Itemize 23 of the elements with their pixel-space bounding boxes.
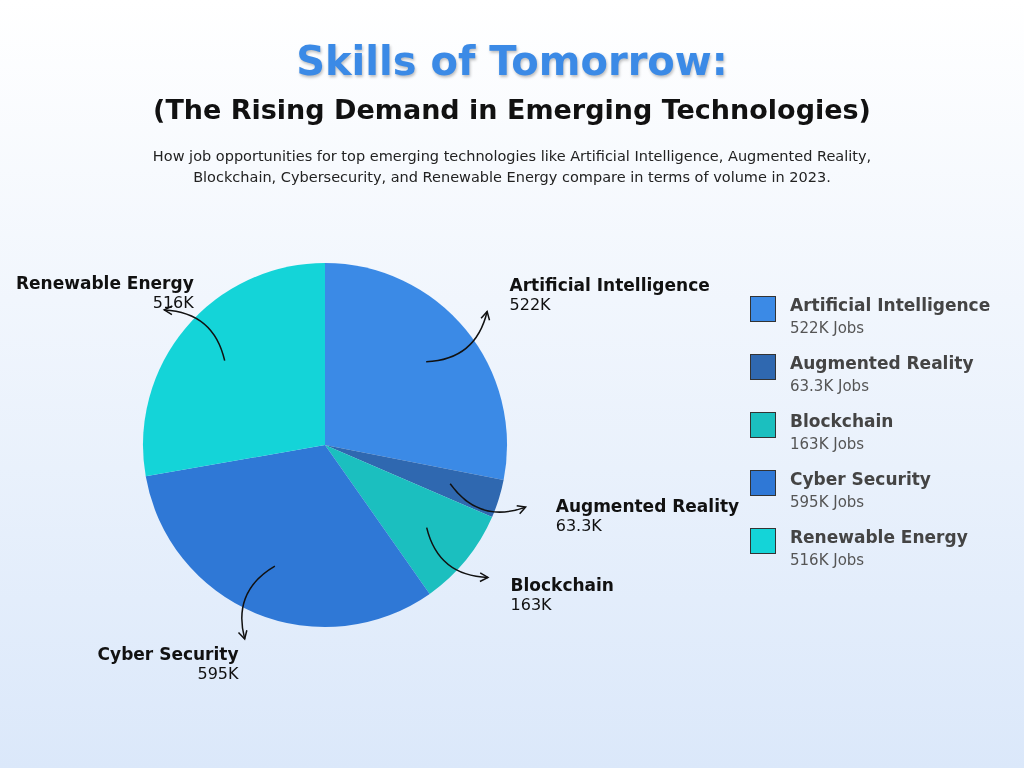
slice-label: Artificial Intelligence [509,274,710,295]
slice-label: Blockchain [510,574,614,595]
data-label: 595K [197,664,239,684]
data-label: 516K [152,293,194,312]
text: 522K Jobs [790,319,866,337]
legend-label: Cyber Security [790,469,931,489]
legend-label: Blockchain [790,411,894,431]
text: 595K Jobs [790,493,866,511]
legend-label: Renewable Energy [790,527,968,547]
text: 63.3K Jobs [790,377,870,395]
data-label: 163K [510,594,552,614]
slice-label: Augmented Reality [555,495,740,516]
data-label: 63.3K [555,515,602,535]
legend-label: Augmented Reality [790,353,974,373]
text: 516K Jobs [790,551,866,569]
slice-label: Renewable Energy [16,273,194,293]
text: How job opportunities for top emerging technologies like Artificial Intelligence, Augmented Reality, Blockchain, Cybersecurity, and Renewable Energy compare in terms of volume in 2023. [151,147,873,187]
category-label: Artificial Intelligence [790,295,991,315]
chart-title: Skills of Tomorrow: [295,38,729,84]
slice-label: Cyber Security [97,644,239,665]
chart-subtitle: (The Rising Demand in Emerging Technologies) [152,94,872,125]
text: 163K Jobs [790,435,866,453]
data-label: 522K [509,294,551,314]
